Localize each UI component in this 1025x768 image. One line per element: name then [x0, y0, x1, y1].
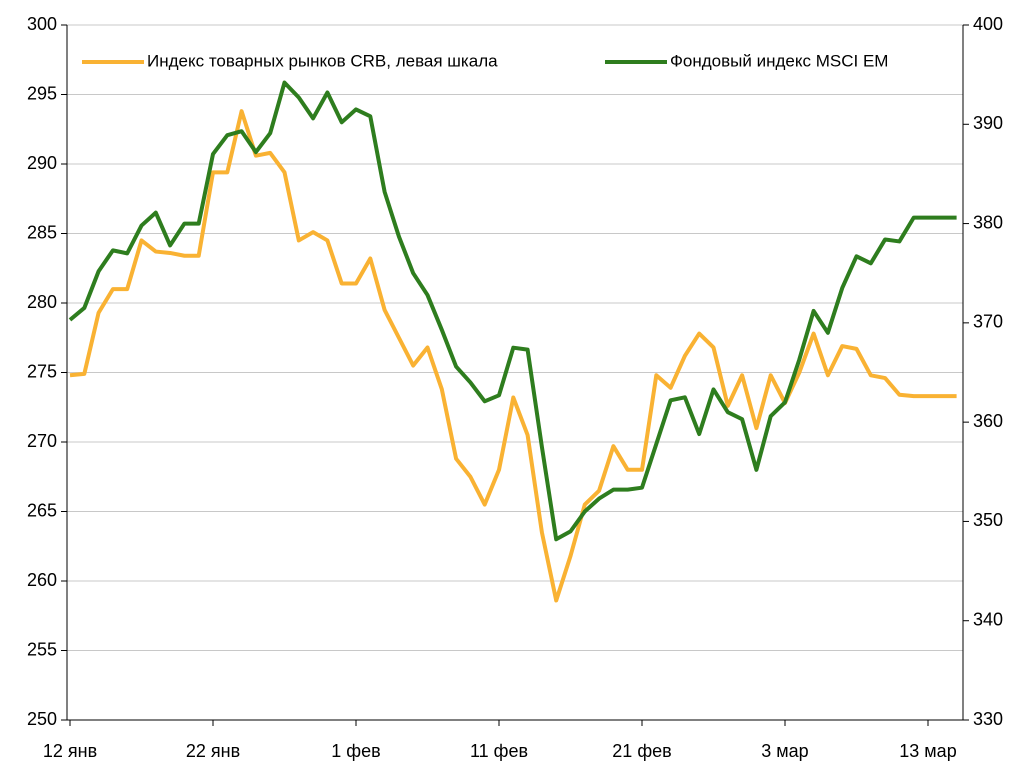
x-tick-label: 13 мар — [899, 741, 956, 761]
line-series — [68, 80, 957, 542]
x-tick-label: 3 мар — [761, 741, 808, 761]
y-tick-label: 260 — [27, 570, 57, 590]
y2-tick-label: 390 — [973, 113, 1003, 133]
y2-tick-label: 340 — [973, 609, 1003, 629]
x-tick-label: 1 фев — [331, 741, 380, 761]
y2-tick-label: 350 — [973, 510, 1003, 530]
y2-tick-label: 380 — [973, 212, 1003, 232]
y-tick-label: 275 — [27, 361, 57, 381]
y2-tick-label: 330 — [973, 709, 1003, 729]
y-tick-label: 270 — [27, 431, 57, 451]
y-tick-label: 250 — [27, 709, 57, 729]
x-tick-label: 11 фев — [470, 741, 528, 761]
x-tick-label: 12 янв — [43, 741, 97, 761]
y-tick-label: 290 — [27, 153, 57, 173]
legend-label: Индекс товарных рынков CRB, левая шкала — [147, 51, 498, 70]
y-tick-label: 280 — [27, 292, 57, 312]
legend-label: Фондовый индекс MSCI EM — [670, 51, 888, 70]
y-tick-label: 285 — [27, 222, 57, 242]
y-tick-label: 295 — [27, 83, 57, 103]
x-tick-label: 22 янв — [186, 741, 240, 761]
y-tick-label: 265 — [27, 500, 57, 520]
line-series — [69, 109, 957, 603]
y-tick-label: 300 — [27, 14, 57, 34]
y2-tick-label: 370 — [973, 312, 1003, 332]
y-tick-label: 255 — [27, 639, 57, 659]
x-tick-label: 21 фев — [612, 741, 671, 761]
y2-tick-label: 400 — [973, 14, 1003, 34]
y2-tick-label: 360 — [973, 411, 1003, 431]
